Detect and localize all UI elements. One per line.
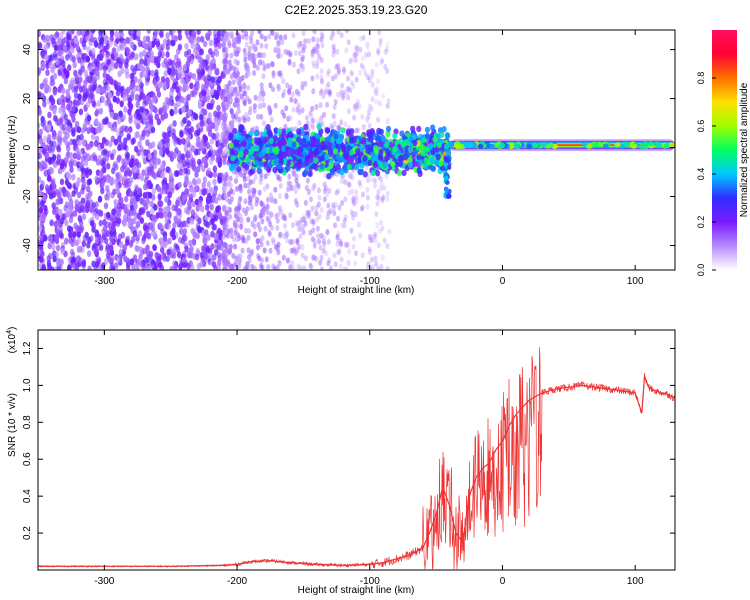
snr-multiplier-base: (x10 — [7, 333, 18, 353]
spectrogram-y-ticks: -40 -20 0 20 40 — [22, 44, 675, 253]
snr-x-tick-label-0: -300 — [94, 576, 114, 587]
colorbar-tick-label-0: 0.0 — [696, 264, 706, 277]
snr-y-tick-label-4: 1.0 — [22, 378, 33, 392]
spectrogram-frame — [37, 29, 676, 271]
colorbar-label: Normalized spectral amplitude — [739, 82, 750, 217]
spectrogram-heatmap — [38, 30, 675, 270]
spectrogram-y-tick-label-0: -40 — [22, 238, 33, 253]
spectrogram-x-tick-label-4: 100 — [627, 276, 644, 287]
snr-y-tick-label-3: 0.8 — [22, 415, 33, 429]
snr-x-tick-label-4: 100 — [627, 576, 644, 587]
snr-series-line — [38, 375, 675, 567]
spectrogram-x-tick-label-1: -200 — [227, 276, 247, 287]
snr-multiplier-close: ) — [7, 327, 18, 330]
spectrogram-y-tick-label-1: -20 — [22, 189, 33, 204]
colorbar-ticks: 0.0 0.2 0.4 0.6 0.8 — [696, 72, 716, 277]
snr-x-tick-label-2: -100 — [360, 576, 380, 587]
spectrogram-y-tick-label-4: 40 — [22, 44, 33, 56]
snr-x-tick-label-1: -200 — [227, 576, 247, 587]
snr-y-tick-label-0: 0.2 — [22, 526, 33, 540]
snr-multiplier: (x104) — [6, 327, 18, 354]
snr-frame — [37, 329, 676, 571]
snr-y-tick-label-2: 0.6 — [22, 452, 33, 466]
spectrogram-x-label: Height of straight line (km) — [298, 285, 415, 296]
colorbar: 0.0 0.2 0.4 0.6 0.8 Normalized spectral ampl… — [696, 30, 750, 276]
spectrogram-x-tick-label-3: 0 — [500, 276, 506, 287]
colorbar-tick-label-2: 0.4 — [696, 168, 706, 181]
spectrogram-y-tick-label-3: 20 — [22, 93, 33, 105]
spectrogram-x-tick-label-0: -300 — [94, 276, 114, 287]
colorbar-tick-label-3: 0.6 — [696, 120, 706, 133]
snr-y-tick-label-5: 1.2 — [22, 341, 33, 355]
spectrogram-x-tick-label-2: -100 — [360, 276, 380, 287]
snr-noise-trace — [38, 347, 675, 570]
colorbar-tick-label-4: 0.8 — [696, 72, 706, 85]
snr-x-ticks: -300 -200 -100 0 100 — [94, 330, 644, 587]
snr-x-tick-label-3: 0 — [500, 576, 506, 587]
colorbar-gradient — [712, 30, 737, 270]
spectrogram-y-tick-label-2: 0 — [22, 144, 33, 150]
snr-y-tick-label-1: 0.4 — [22, 489, 33, 503]
snr-panel: -300 -200 -100 0 100 0.2 0.4 0.6 0.8 1.0 1.2 Heig… — [6, 327, 676, 596]
snr-y-label: SNR (10 * v/v) — [7, 393, 18, 457]
snr-y-ticks: 0.2 0.4 0.6 0.8 1.0 1.2 — [22, 341, 675, 540]
snr-multiplier-exp: 4 — [6, 330, 13, 334]
snr-x-label: Height of straight line (km) — [298, 585, 415, 596]
spectrogram-y-label: Frequency (Hz) — [7, 116, 18, 185]
colorbar-tick-label-1: 0.2 — [696, 216, 706, 229]
spectrogram-x-ticks: -300 -200 -100 0 100 — [94, 30, 644, 287]
figure-title: C2E2.2025.353.19.23.G20 — [285, 3, 428, 17]
